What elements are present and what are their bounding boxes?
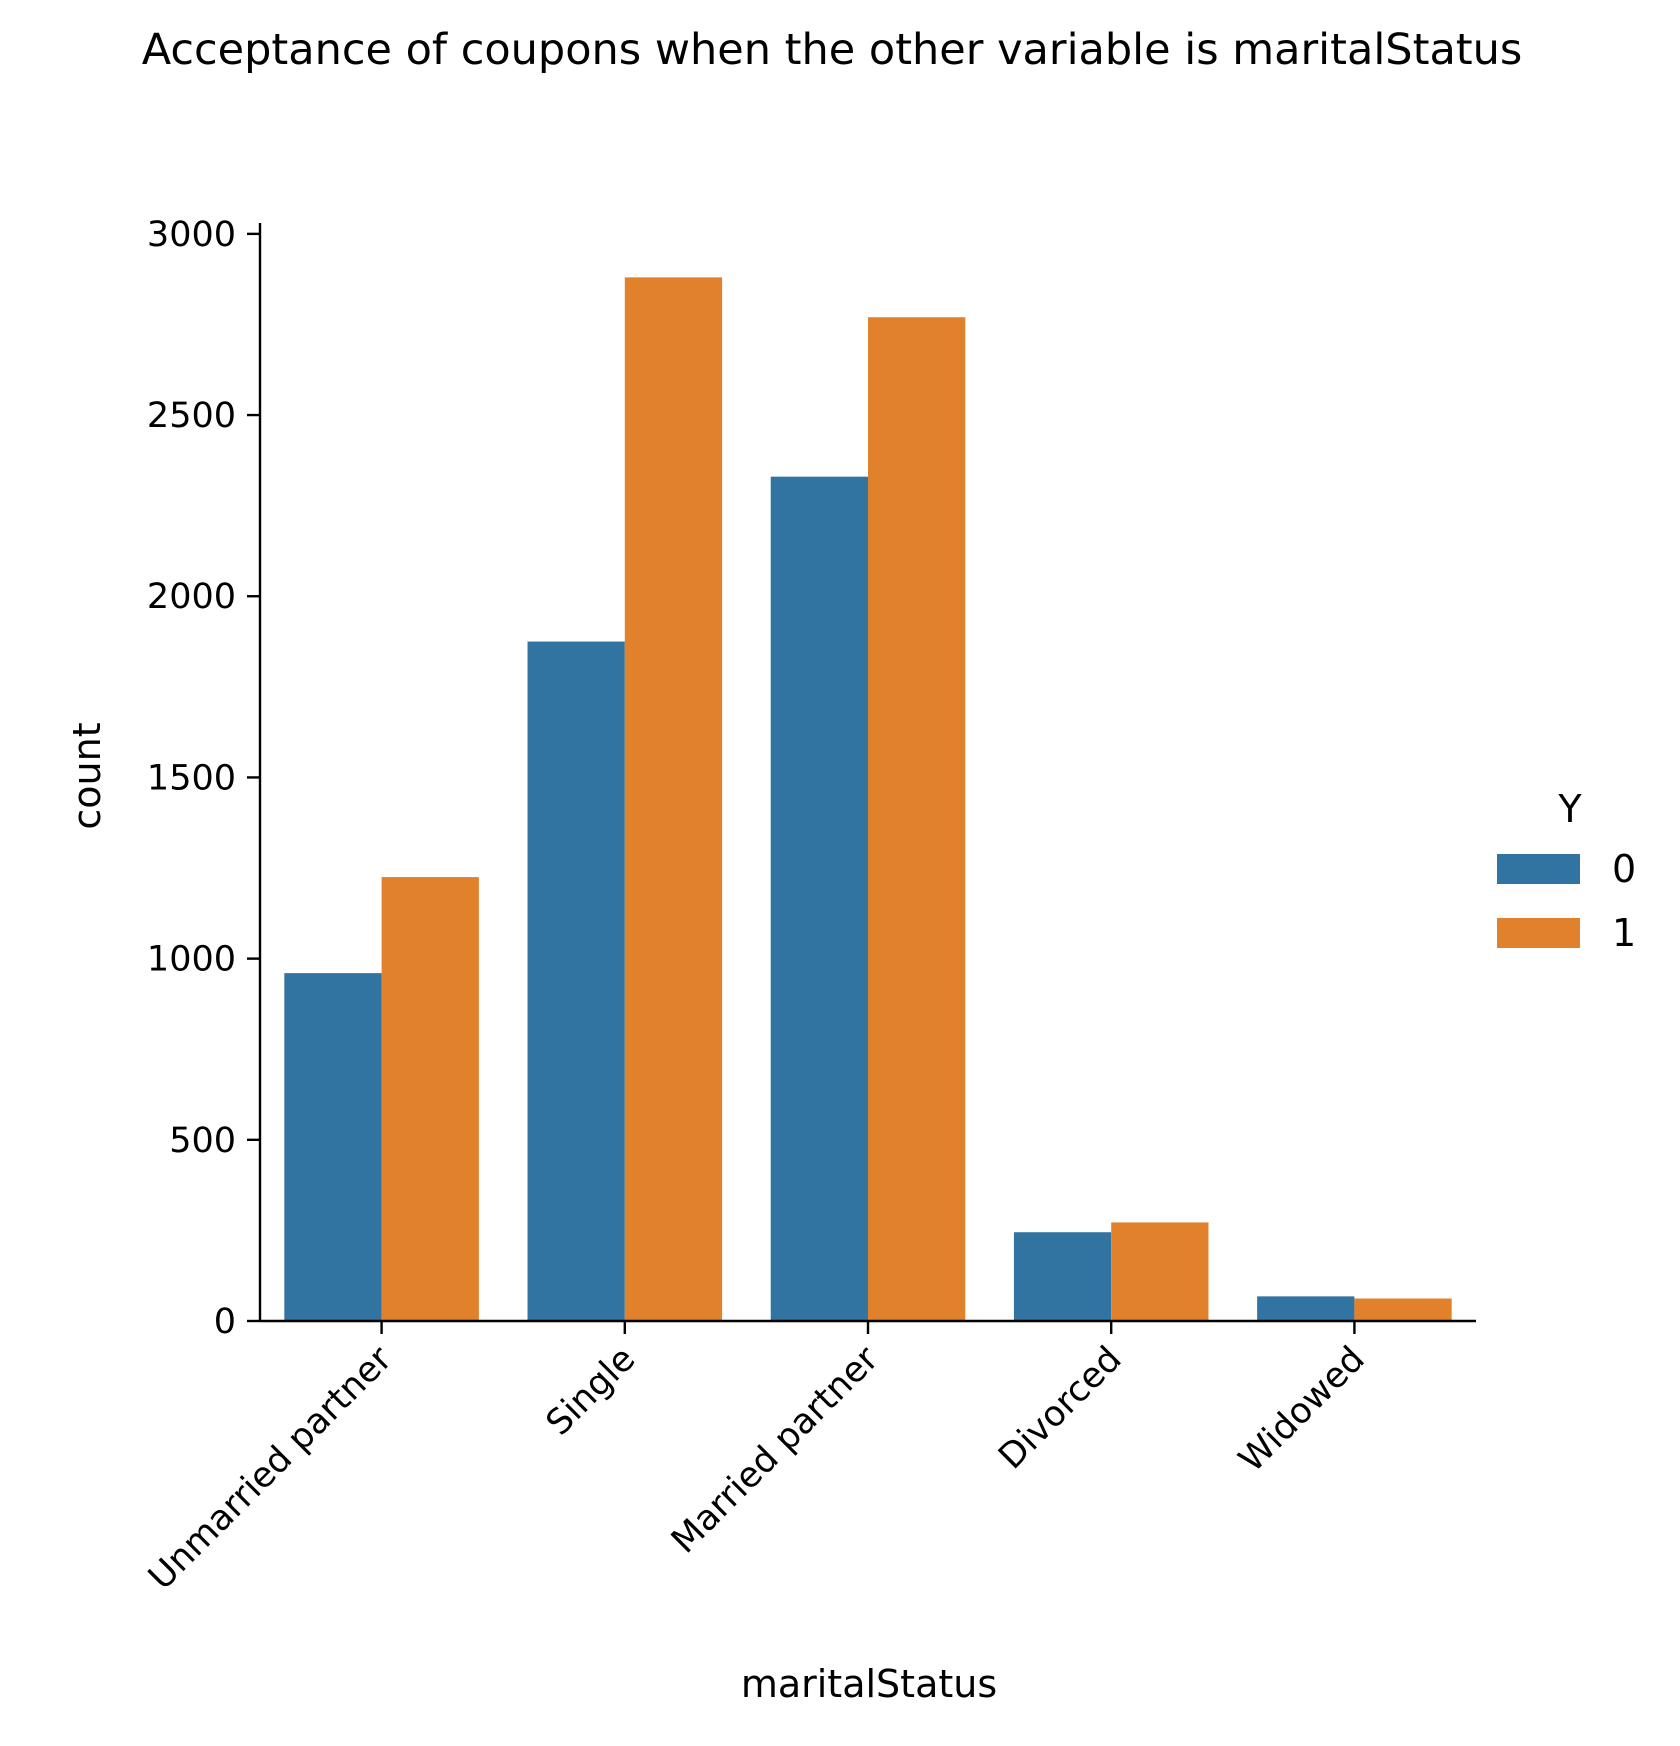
x-tick-label: Unmarried partner: [141, 1339, 400, 1598]
legend-title: Y: [1557, 787, 1582, 831]
legend-label-0: 0: [1612, 847, 1636, 891]
bar-widowed-y1: [1354, 1298, 1452, 1321]
bar-widowed-y0: [1257, 1296, 1355, 1321]
y-tick-label: 3000: [147, 215, 236, 255]
bar-married-partner-y1: [868, 317, 966, 1322]
bar-married-partner-y0: [770, 476, 868, 1321]
legend-swatch-1: [1497, 918, 1580, 948]
bar-single-y1: [624, 277, 723, 1321]
y-axis: 0 500 1000 1500 2000 2500 3000: [147, 215, 262, 1342]
bar-unmarried-partner-y1: [381, 877, 479, 1321]
bar-divorced-y1: [1111, 1222, 1209, 1321]
y-axis-label: count: [65, 722, 109, 829]
y-tick-label: 500: [169, 1121, 236, 1161]
legend-swatch-0: [1497, 854, 1580, 884]
bar-single-y0: [527, 641, 625, 1321]
x-tick-label: Widowed: [1232, 1339, 1373, 1480]
x-tick-label: Single: [539, 1339, 643, 1443]
bars: [284, 277, 1452, 1322]
plot-area: 0 500 1000 1500 2000 2500 3000 Unmarried partn…: [141, 215, 1476, 1598]
y-tick-label: 2000: [147, 577, 236, 617]
bar-unmarried-partner-y0: [284, 973, 382, 1321]
x-tick-label: Divorced: [991, 1339, 1129, 1477]
y-tick-label: 0: [214, 1302, 236, 1342]
y-tick-label: 1000: [147, 940, 236, 980]
x-axis-label: maritalStatus: [741, 1662, 997, 1706]
chart-title: Acceptance of coupons when the other var…: [142, 25, 1523, 75]
bar-divorced-y0: [1013, 1232, 1112, 1321]
x-tick-label: Married partner: [664, 1339, 887, 1562]
legend: Y 0 1: [1497, 787, 1636, 955]
y-tick-label: 1500: [147, 758, 236, 798]
x-axis: Unmarried partner Single Married partner Di…: [141, 1319, 1476, 1598]
y-tick-label: 2500: [147, 396, 236, 436]
legend-label-1: 1: [1612, 911, 1636, 955]
